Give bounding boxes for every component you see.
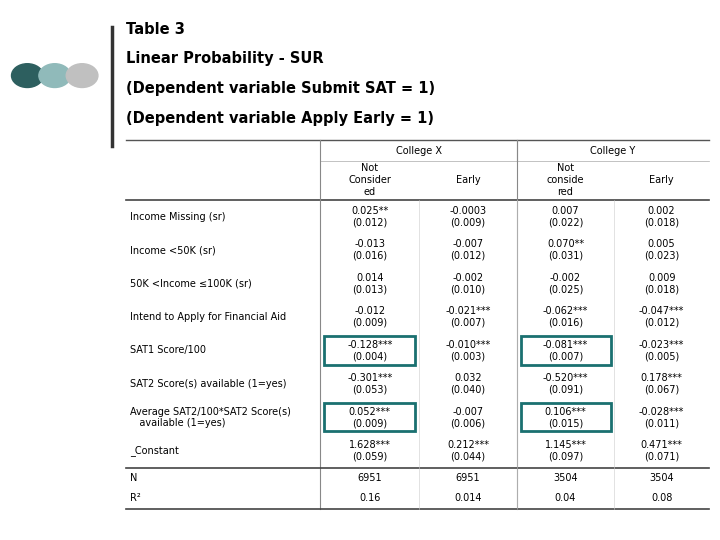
Text: Not
Consider
ed: Not Consider ed: [348, 164, 391, 197]
Text: Income Missing (sr): Income Missing (sr): [130, 212, 225, 221]
Text: -0.047***
(0.012): -0.047*** (0.012): [639, 306, 685, 328]
Text: SAT2 Score(s) available (1=yes): SAT2 Score(s) available (1=yes): [130, 379, 286, 389]
Text: -0.028***
(0.011): -0.028*** (0.011): [639, 407, 685, 428]
Text: SAT1 Score/100: SAT1 Score/100: [130, 346, 206, 355]
Text: 0.16: 0.16: [359, 494, 380, 503]
Text: Average SAT2/100*SAT2 Score(s)
   available (1=yes): Average SAT2/100*SAT2 Score(s) available…: [130, 407, 290, 428]
Text: 0.014: 0.014: [454, 494, 482, 503]
Text: College Y: College Y: [590, 146, 636, 156]
Text: 1.628***
(0.059): 1.628*** (0.059): [348, 440, 391, 462]
Text: 1.145***
(0.097): 1.145*** (0.097): [544, 440, 587, 462]
Text: (Dependent variable Submit SAT = 1): (Dependent variable Submit SAT = 1): [126, 81, 435, 96]
Text: Early: Early: [456, 176, 480, 185]
Text: 50K <Income ≤100K (sr): 50K <Income ≤100K (sr): [130, 279, 251, 288]
Text: 0.025**
(0.012): 0.025** (0.012): [351, 206, 388, 227]
Text: 0.471***
(0.071): 0.471*** (0.071): [641, 440, 683, 462]
Text: R²: R²: [130, 494, 140, 503]
Text: -0.002
(0.025): -0.002 (0.025): [548, 273, 583, 294]
Text: 3504: 3504: [649, 473, 674, 483]
Text: -0.023***
(0.005): -0.023*** (0.005): [639, 340, 685, 361]
Text: -0.021***
(0.007): -0.021*** (0.007): [445, 306, 491, 328]
Text: -0.007
(0.012): -0.007 (0.012): [451, 239, 485, 261]
Text: Income <50K (sr): Income <50K (sr): [130, 245, 215, 255]
Text: Table 3: Table 3: [126, 22, 185, 37]
Text: -0.081***
(0.007): -0.081*** (0.007): [543, 340, 588, 361]
Text: 6951: 6951: [357, 473, 382, 483]
Text: 0.212***
(0.044): 0.212*** (0.044): [447, 440, 489, 462]
Circle shape: [39, 64, 71, 87]
Text: -0.0003
(0.009): -0.0003 (0.009): [449, 206, 487, 227]
Text: 0.007
(0.022): 0.007 (0.022): [548, 206, 583, 227]
Text: 6951: 6951: [456, 473, 480, 483]
Text: 0.106***
(0.015): 0.106*** (0.015): [545, 407, 586, 428]
Text: 0.032
(0.040): 0.032 (0.040): [451, 373, 485, 395]
Text: 0.052***
(0.009): 0.052*** (0.009): [348, 407, 391, 428]
Text: Intend to Apply for Financial Aid: Intend to Apply for Financial Aid: [130, 312, 286, 322]
Text: 0.070**
(0.031): 0.070** (0.031): [547, 239, 584, 261]
Text: -0.301***
(0.053): -0.301*** (0.053): [347, 373, 392, 395]
Text: 0.005
(0.023): 0.005 (0.023): [644, 239, 679, 261]
Text: 0.014
(0.013): 0.014 (0.013): [352, 273, 387, 294]
Circle shape: [66, 64, 98, 87]
Text: Early: Early: [649, 176, 674, 185]
Text: 0.002
(0.018): 0.002 (0.018): [644, 206, 679, 227]
Text: Linear Probability - SUR: Linear Probability - SUR: [126, 51, 323, 66]
Circle shape: [12, 64, 43, 87]
Text: (Dependent variable Apply Early = 1): (Dependent variable Apply Early = 1): [126, 111, 434, 126]
Text: -0.007
(0.006): -0.007 (0.006): [451, 407, 485, 428]
Text: -0.012
(0.009): -0.012 (0.009): [352, 306, 387, 328]
Text: -0.520***
(0.091): -0.520*** (0.091): [543, 373, 588, 395]
Text: -0.002
(0.010): -0.002 (0.010): [451, 273, 485, 294]
Text: _Constant: _Constant: [130, 446, 179, 456]
Text: 0.04: 0.04: [555, 494, 576, 503]
Text: 0.009
(0.018): 0.009 (0.018): [644, 273, 679, 294]
Text: 0.178***
(0.067): 0.178*** (0.067): [641, 373, 683, 395]
Text: -0.128***
(0.004): -0.128*** (0.004): [347, 340, 392, 361]
Text: -0.013
(0.016): -0.013 (0.016): [352, 239, 387, 261]
Text: -0.010***
(0.003): -0.010*** (0.003): [446, 340, 490, 361]
Text: Not
conside
red: Not conside red: [546, 164, 585, 197]
Text: N: N: [130, 473, 137, 483]
Text: -0.062***
(0.016): -0.062*** (0.016): [543, 306, 588, 328]
Text: College X: College X: [396, 146, 441, 156]
Text: 0.08: 0.08: [651, 494, 672, 503]
Text: 3504: 3504: [553, 473, 578, 483]
